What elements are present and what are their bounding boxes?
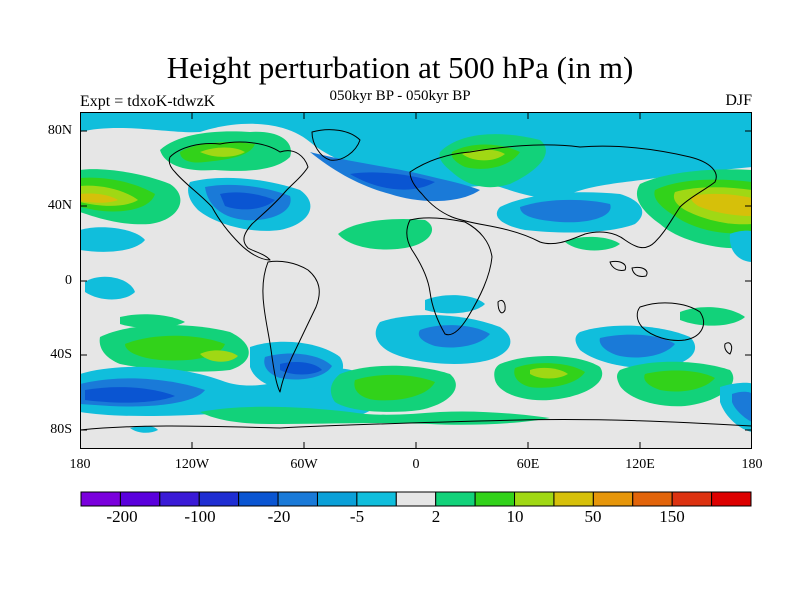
chart-title: Height perturbation at 500 hPa (in m) — [166, 50, 634, 85]
season-label: DJF — [725, 92, 752, 109]
lat-label-0: 0 — [65, 273, 72, 288]
lon-label-120w: 120W — [174, 457, 210, 472]
coastline-greenland — [311, 129, 361, 161]
colorbar-label: 150 — [659, 507, 685, 526]
colorbar-swatch — [435, 491, 476, 507]
colorbar-label: -200 — [106, 507, 138, 526]
coastline-madagascar — [497, 299, 506, 314]
colorbar-swatch — [316, 491, 358, 507]
lon-label-60e: 60E — [516, 457, 540, 472]
contour-blob — [280, 362, 322, 375]
contour-blob — [200, 147, 245, 157]
contour-blob — [80, 112, 752, 198]
contour-blob — [425, 295, 485, 314]
coastline-eurasia — [409, 144, 717, 249]
contour-blob — [418, 325, 490, 348]
coastline-africa — [406, 217, 493, 336]
contour-blob — [599, 334, 675, 358]
coastlines — [80, 129, 752, 431]
contour-blob — [462, 149, 505, 161]
contour-blob — [80, 227, 145, 252]
colorbar-swatch — [395, 491, 437, 507]
chart-subtitle: 050kyr BP - 050kyr BP — [329, 88, 471, 104]
lon-label-60w: 60W — [290, 457, 318, 472]
tick-marks — [80, 112, 752, 449]
colorbar-swatch — [80, 491, 121, 507]
contour-blob — [350, 172, 435, 190]
lat-label-80s: 80S — [50, 422, 72, 437]
lon-label-120e: 120E — [625, 457, 655, 472]
colorbar-label: -20 — [267, 507, 291, 526]
colorbar-label: 50 — [584, 507, 602, 526]
contour-blob — [125, 335, 225, 361]
colorbar — [80, 491, 752, 507]
contour-blob — [732, 391, 752, 422]
lon-label-180w: 180 — [69, 457, 91, 472]
coastline-new-zealand — [724, 342, 733, 355]
contour-blob — [200, 406, 550, 425]
contour-blob — [120, 314, 185, 329]
colorbar-label: 2 — [431, 507, 441, 526]
lat-label-80n: 80N — [47, 123, 72, 138]
contour-blob — [200, 350, 238, 362]
contour-blob — [80, 193, 118, 203]
coastline-australia — [636, 302, 704, 341]
colorbar-swatch — [711, 491, 752, 507]
colorbar-swatch — [238, 491, 279, 507]
colorbar-swatch — [553, 491, 594, 507]
contour-blob — [220, 192, 275, 210]
contour-blob — [85, 276, 135, 300]
colorbar-swatch — [119, 491, 161, 507]
contour-blob — [691, 193, 752, 216]
contour-blob — [130, 425, 158, 433]
contour-blob — [644, 370, 715, 392]
contour-blob — [565, 236, 620, 251]
contour-blob — [530, 367, 568, 379]
contour-blob — [85, 387, 175, 403]
colorbar-swatch — [632, 491, 673, 507]
lon-label-0: 0 — [412, 457, 420, 472]
experiment-label: Expt = tdxoK-tdwzK — [80, 93, 216, 110]
colorbar-swatch — [277, 491, 318, 507]
contour-blob — [680, 307, 745, 326]
lat-label-40s: 40S — [50, 347, 72, 362]
colorbar-swatch — [514, 491, 555, 507]
coastline-antarctica — [80, 418, 752, 431]
colorbar-swatch — [671, 491, 713, 507]
colorbar-swatch — [198, 491, 240, 507]
colorbar-swatch — [159, 491, 200, 507]
coastline-indonesia — [609, 261, 648, 277]
height-perturbation-map — [80, 112, 752, 449]
colorbar-swatch — [474, 491, 516, 507]
contour-blob — [520, 199, 611, 223]
contour-blob — [729, 230, 752, 262]
lat-label-40n: 40N — [47, 198, 72, 213]
colorbar-label: -100 — [184, 507, 216, 526]
coastline-south-america — [262, 260, 320, 393]
coastline-north-america — [168, 141, 309, 261]
colorbar-label: 10 — [506, 507, 524, 526]
lon-label-180e: 180 — [741, 457, 763, 472]
colorbar-swatch — [592, 491, 634, 507]
contour-blob — [354, 374, 435, 401]
colorbar-label: -5 — [349, 507, 365, 526]
colorbar-swatch — [356, 491, 397, 507]
